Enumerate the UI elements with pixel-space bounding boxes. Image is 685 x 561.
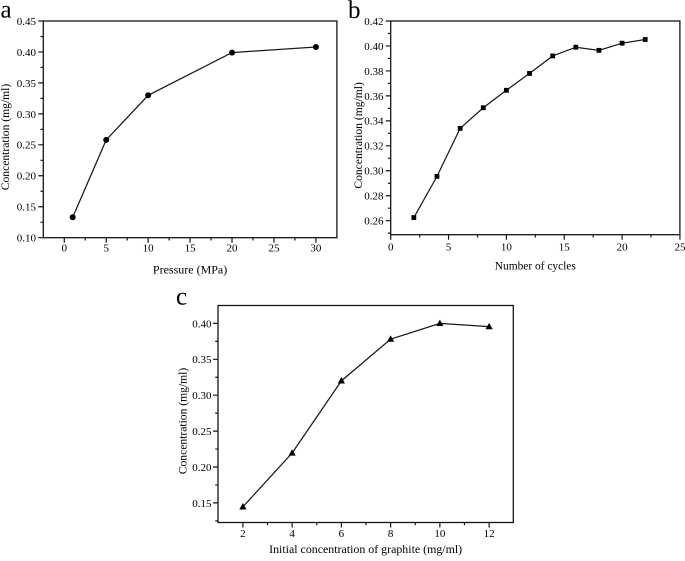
svg-text:Number of cycles: Number of cycles (495, 258, 576, 272)
svg-text:20: 20 (227, 243, 239, 255)
svg-text:Concentration (mg/ml): Concentration (mg/ml) (176, 368, 190, 475)
svg-text:Pressure (MPa): Pressure (MPa) (153, 262, 227, 276)
svg-text:0.25: 0.25 (192, 426, 212, 438)
svg-text:0.42: 0.42 (364, 16, 383, 28)
svg-text:0: 0 (388, 241, 394, 253)
svg-text:25: 25 (674, 241, 685, 253)
svg-text:10: 10 (501, 241, 513, 253)
svg-text:15: 15 (185, 243, 197, 255)
svg-text:Initial concentration of graph: Initial concentration of graphite (mg/ml… (269, 542, 462, 556)
svg-text:b: b (348, 0, 361, 24)
svg-text:25: 25 (268, 243, 280, 255)
svg-text:0.45: 0.45 (17, 16, 37, 28)
svg-text:30: 30 (310, 243, 322, 255)
svg-text:0.32: 0.32 (364, 141, 383, 153)
svg-text:0.40: 0.40 (364, 41, 384, 53)
svg-text:0.25: 0.25 (17, 140, 37, 152)
svg-text:10: 10 (143, 243, 155, 255)
svg-text:0.20: 0.20 (192, 462, 212, 474)
svg-text:4: 4 (289, 528, 295, 540)
svg-text:0.20: 0.20 (17, 171, 37, 183)
svg-text:0.26: 0.26 (364, 216, 384, 228)
svg-text:0.30: 0.30 (364, 166, 384, 178)
svg-text:c: c (176, 283, 187, 310)
svg-text:Concentration (mg/ml): Concentration (mg/ml) (0, 84, 12, 191)
svg-text:0.30: 0.30 (192, 390, 212, 402)
svg-text:5: 5 (446, 241, 452, 253)
svg-text:12: 12 (484, 528, 495, 540)
svg-text:0.35: 0.35 (17, 78, 37, 90)
svg-text:0.40: 0.40 (17, 47, 37, 59)
svg-text:8: 8 (388, 528, 394, 540)
svg-text:2: 2 (240, 528, 246, 540)
svg-text:0.36: 0.36 (364, 91, 384, 103)
svg-text:10: 10 (434, 528, 446, 540)
svg-text:0: 0 (62, 243, 68, 255)
svg-text:5: 5 (103, 243, 109, 255)
svg-text:6: 6 (339, 528, 345, 540)
svg-text:0.34: 0.34 (364, 116, 384, 128)
svg-text:15: 15 (559, 241, 571, 253)
svg-text:0.30: 0.30 (17, 109, 37, 121)
svg-text:0.35: 0.35 (192, 354, 212, 366)
svg-text:0.38: 0.38 (364, 66, 384, 78)
svg-text:0.15: 0.15 (17, 202, 37, 214)
svg-text:0.28: 0.28 (364, 191, 384, 203)
svg-text:0.15: 0.15 (192, 498, 212, 510)
svg-text:0.10: 0.10 (17, 233, 37, 245)
svg-text:a: a (1, 0, 12, 23)
svg-text:Concentration (mg/ml): Concentration (mg/ml) (351, 82, 365, 189)
svg-text:20: 20 (617, 241, 629, 253)
svg-text:0.40: 0.40 (192, 318, 212, 330)
